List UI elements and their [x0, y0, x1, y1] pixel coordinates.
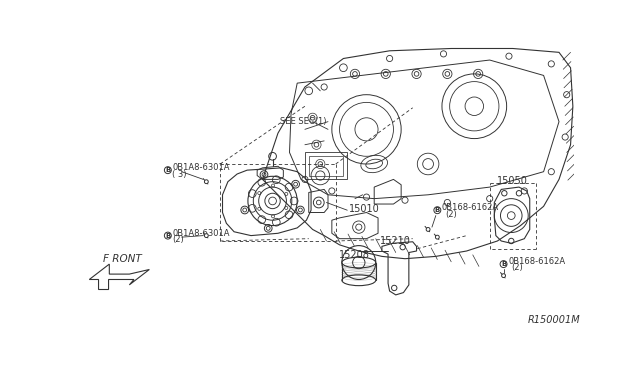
Text: (2): (2)	[511, 263, 523, 272]
Text: 15050: 15050	[497, 176, 528, 186]
Text: ( 3): ( 3)	[172, 170, 187, 179]
Text: B: B	[165, 167, 170, 173]
Text: R150001M: R150001M	[528, 315, 581, 325]
Text: (2): (2)	[445, 209, 457, 218]
Text: B: B	[165, 232, 170, 238]
Circle shape	[435, 235, 439, 239]
Text: 0B1A8-6301A: 0B1A8-6301A	[172, 229, 230, 238]
Bar	[305, 153, 348, 179]
Text: 15208: 15208	[339, 250, 370, 260]
Text: (2): (2)	[172, 235, 184, 244]
Circle shape	[204, 180, 208, 184]
Circle shape	[164, 232, 172, 239]
Circle shape	[502, 274, 506, 278]
Text: 0B1A8-6301A: 0B1A8-6301A	[172, 163, 230, 172]
Circle shape	[500, 261, 507, 267]
Circle shape	[434, 207, 441, 214]
Circle shape	[204, 234, 208, 238]
Text: 15010: 15010	[349, 205, 380, 214]
Circle shape	[164, 167, 172, 174]
Text: 0B168-6162A: 0B168-6162A	[442, 203, 499, 212]
Text: 15210: 15210	[380, 236, 412, 246]
Text: B: B	[435, 207, 440, 213]
Text: F RONT: F RONT	[103, 254, 142, 264]
Text: B: B	[501, 261, 506, 267]
Bar	[308, 156, 344, 176]
Text: 0B168-6162A: 0B168-6162A	[508, 257, 565, 266]
Text: SEE SEC(1): SEE SEC(1)	[280, 117, 327, 126]
Circle shape	[426, 228, 430, 231]
